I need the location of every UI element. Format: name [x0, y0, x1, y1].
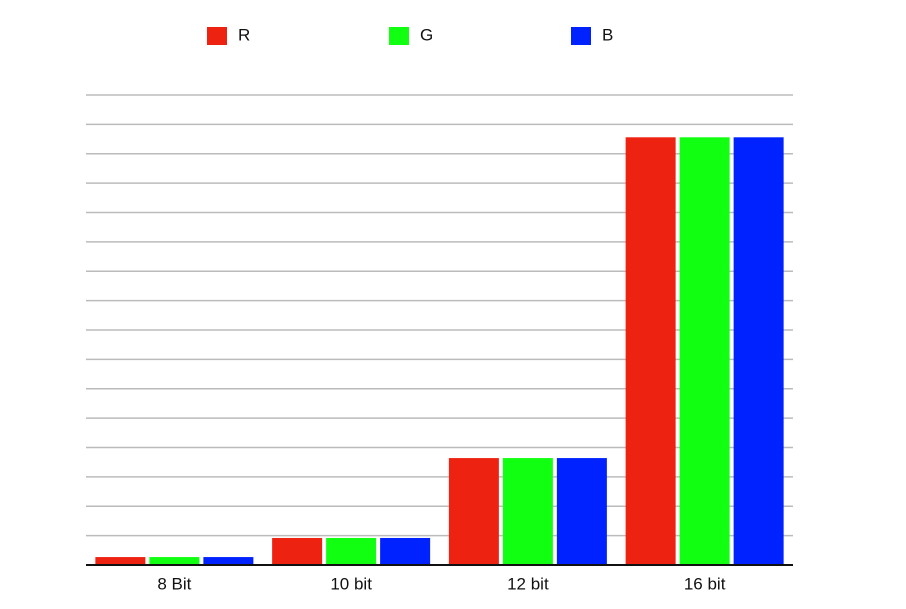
legend-label: B [602, 25, 613, 44]
x-tick-label: 10 bit [330, 574, 372, 593]
bar [272, 537, 323, 565]
bar [448, 458, 499, 565]
legend-label: G [420, 25, 433, 44]
x-tick-label: 8 Bit [157, 574, 191, 593]
legend-label: R [238, 25, 250, 44]
bar [679, 137, 730, 566]
legend-swatch [207, 27, 227, 45]
x-tick-label: 16 bit [684, 574, 726, 593]
legend-swatch [571, 27, 591, 45]
bar [95, 557, 146, 565]
bar [733, 137, 784, 566]
bar [149, 557, 200, 565]
bar [502, 458, 553, 565]
bar [326, 537, 377, 565]
bar [556, 458, 607, 565]
bar [203, 557, 254, 565]
legend-swatch [389, 27, 409, 45]
bar [625, 137, 676, 566]
x-tick-label: 12 bit [507, 574, 549, 593]
bar [380, 537, 431, 565]
